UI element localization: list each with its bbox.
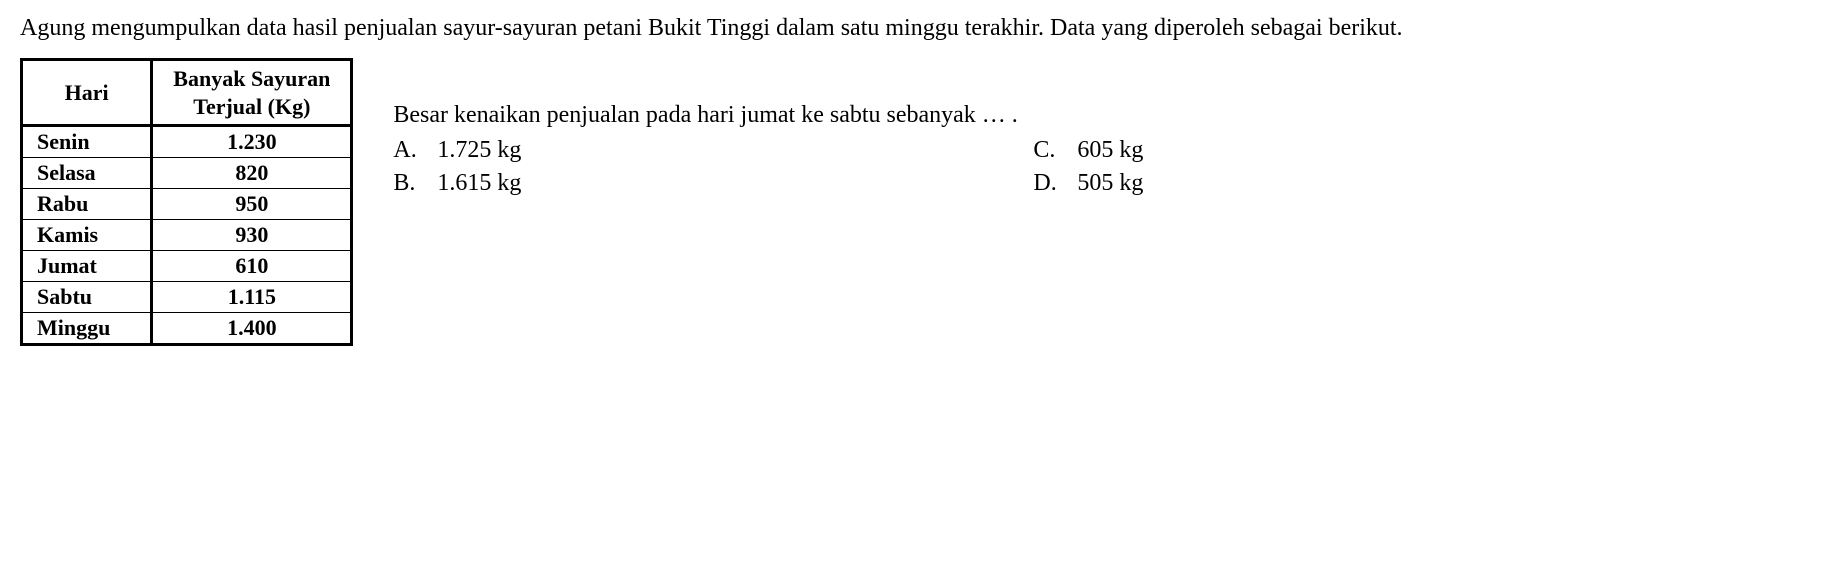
table-header-row: Hari Banyak Sayuran Terjual (Kg): [22, 60, 352, 126]
table-row: Jumat 610: [22, 251, 352, 282]
header-day: Hari: [22, 60, 152, 126]
cell-value: 930: [152, 220, 352, 251]
sales-table: Hari Banyak Sayuran Terjual (Kg) Senin 1…: [20, 58, 353, 346]
cell-value: 820: [152, 158, 352, 189]
option-text: 1.725 kg: [437, 137, 521, 164]
cell-day: Senin: [22, 126, 152, 158]
question-right-area: Besar kenaikan penjualan pada hari jumat…: [393, 58, 1813, 197]
option-letter: C.: [1033, 137, 1077, 164]
content-row: Hari Banyak Sayuran Terjual (Kg) Senin 1…: [20, 58, 1813, 346]
answer-options: A. 1.725 kg C. 605 kg B. 1.615 kg D. 505…: [393, 137, 1813, 197]
cell-value: 950: [152, 189, 352, 220]
table-row: Selasa 820: [22, 158, 352, 189]
option-b: B. 1.615 kg: [393, 170, 1033, 197]
header-value-line2: Terjual (Kg): [193, 94, 310, 119]
header-value-line1: Banyak Sayuran: [173, 66, 330, 91]
table-row: Minggu 1.400: [22, 313, 352, 345]
table-row: Senin 1.230: [22, 126, 352, 158]
cell-day: Sabtu: [22, 282, 152, 313]
option-letter: D.: [1033, 170, 1077, 197]
cell-day: Minggu: [22, 313, 152, 345]
option-d: D. 505 kg: [1033, 170, 1813, 197]
option-a: A. 1.725 kg: [393, 137, 1033, 164]
table-row: Kamis 930: [22, 220, 352, 251]
cell-day: Rabu: [22, 189, 152, 220]
option-letter: A.: [393, 137, 437, 164]
question-text: Agung mengumpulkan data hasil penjualan …: [20, 12, 1800, 44]
option-text: 1.615 kg: [437, 170, 521, 197]
option-c: C. 605 kg: [1033, 137, 1813, 164]
option-text: 505 kg: [1077, 170, 1143, 197]
cell-value: 1.230: [152, 126, 352, 158]
sub-question-text: Besar kenaikan penjualan pada hari jumat…: [393, 102, 1813, 129]
header-value: Banyak Sayuran Terjual (Kg): [152, 60, 352, 126]
cell-value: 1.400: [152, 313, 352, 345]
option-letter: B.: [393, 170, 437, 197]
cell-value: 1.115: [152, 282, 352, 313]
cell-day: Selasa: [22, 158, 152, 189]
cell-day: Kamis: [22, 220, 152, 251]
cell-day: Jumat: [22, 251, 152, 282]
table-row: Sabtu 1.115: [22, 282, 352, 313]
cell-value: 610: [152, 251, 352, 282]
option-text: 605 kg: [1077, 137, 1143, 164]
table-row: Rabu 950: [22, 189, 352, 220]
